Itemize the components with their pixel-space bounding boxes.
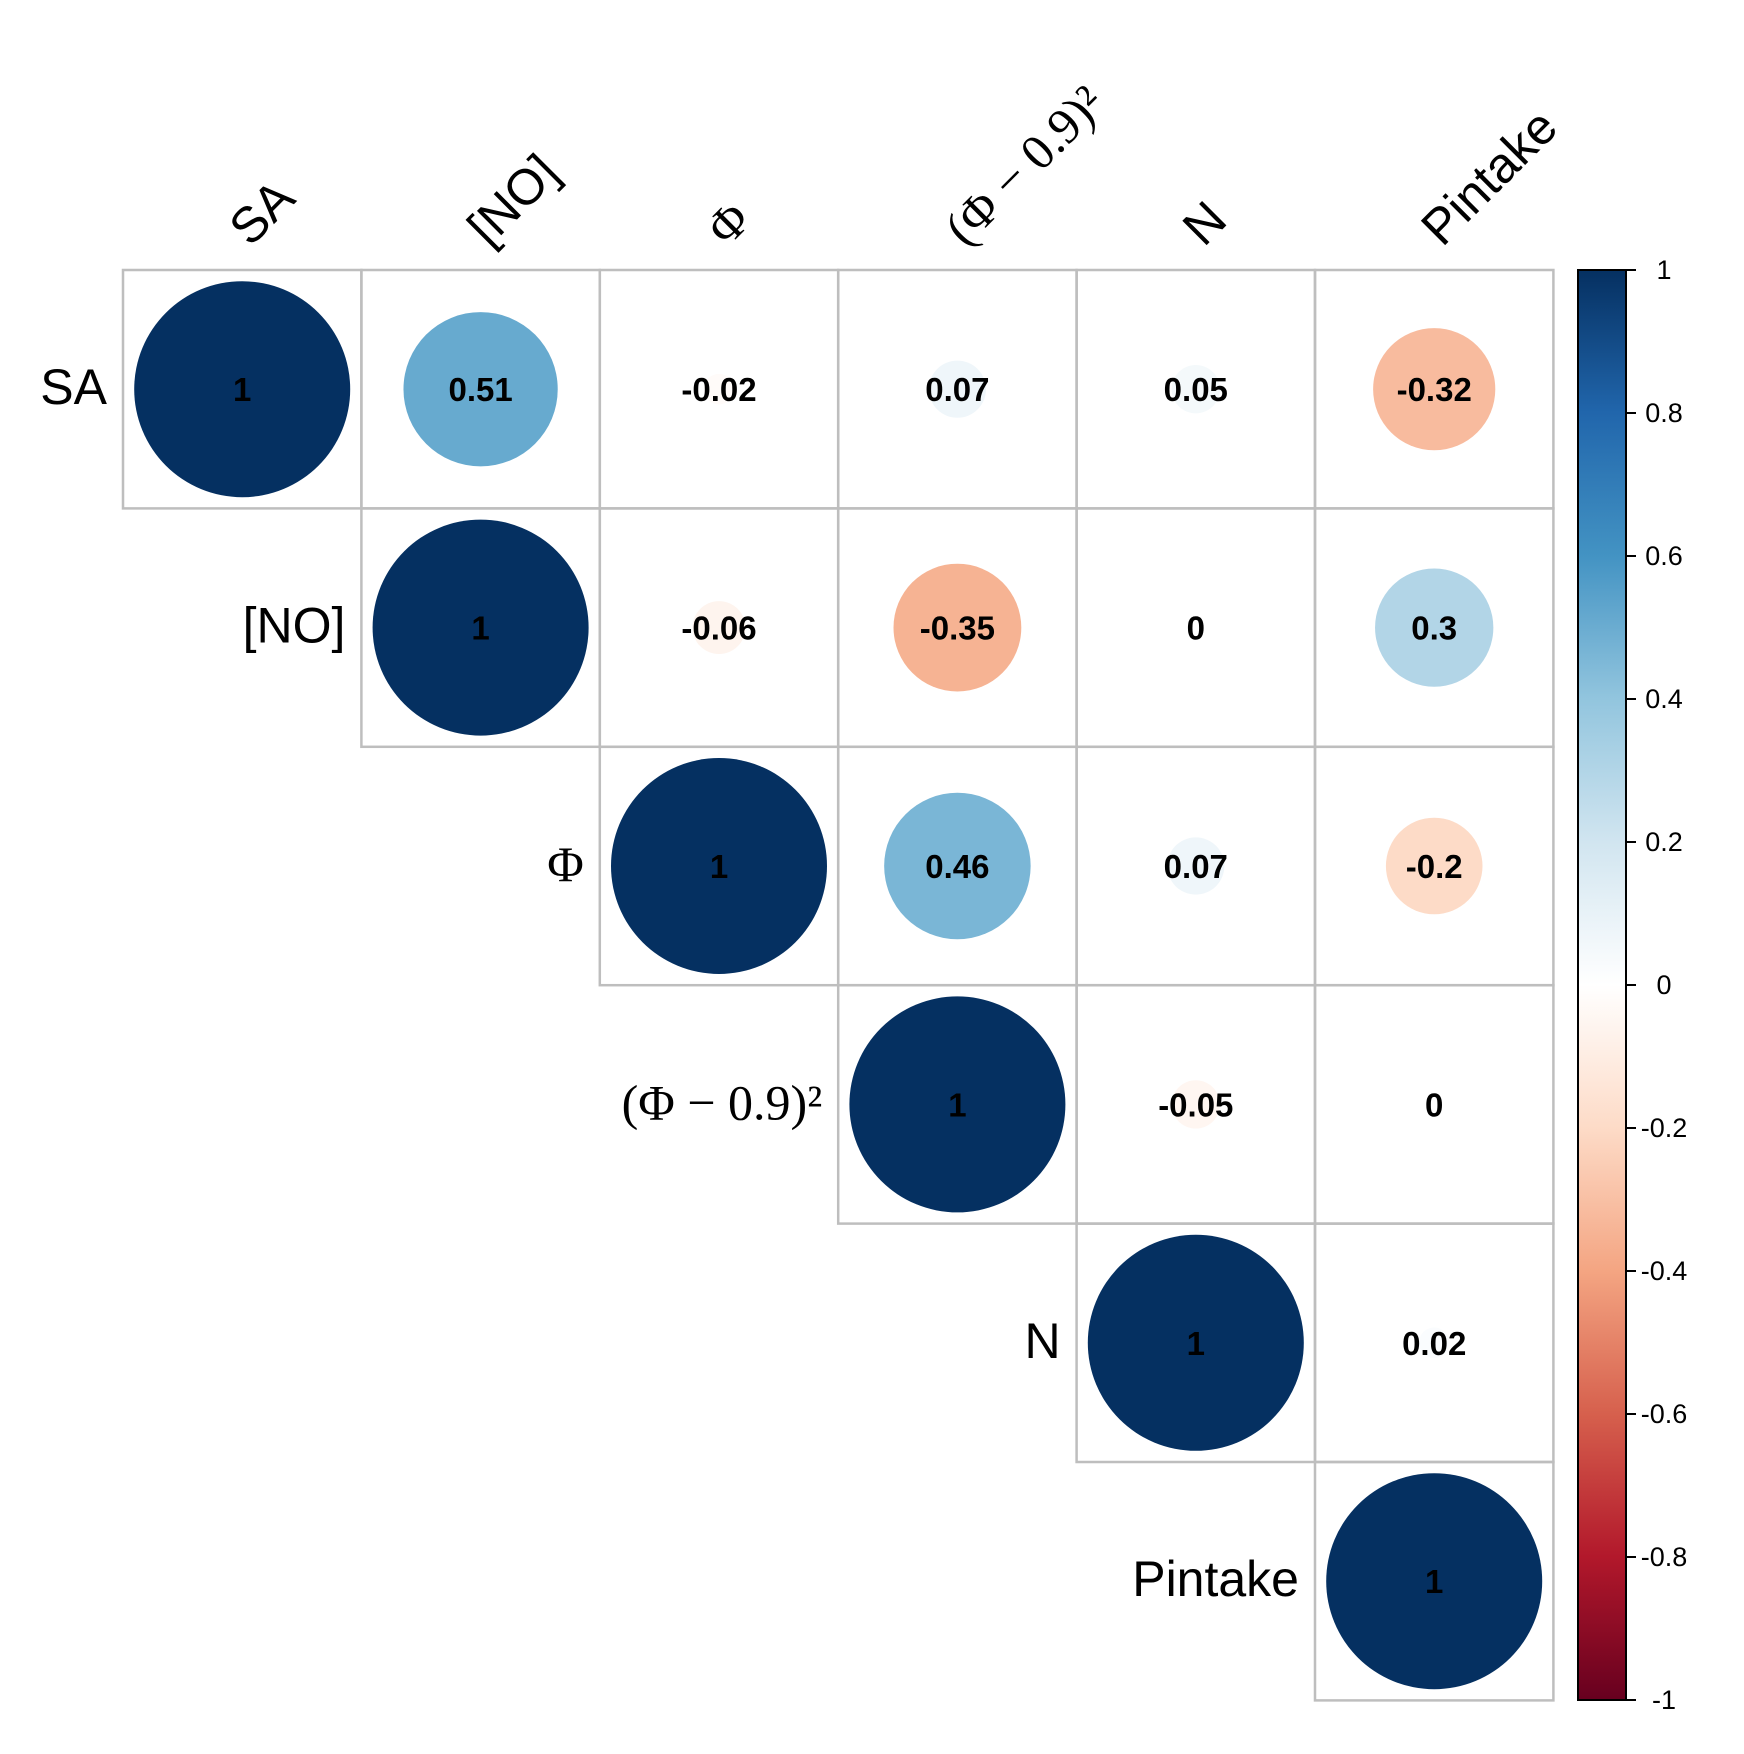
correlation-value: 0.07 <box>1164 848 1228 885</box>
correlation-value: 1 <box>948 1086 966 1123</box>
column-label: Φ <box>695 190 760 255</box>
correlation-value: 0.46 <box>925 848 989 885</box>
correlation-value: -0.05 <box>1158 1086 1233 1123</box>
row-label: [NO] <box>243 598 346 654</box>
correlation-value: -0.06 <box>681 610 756 647</box>
correlation-value: 1 <box>1187 1325 1205 1362</box>
column-label: N <box>1172 191 1237 256</box>
value-layer: 1 0.51 -0.02 0.07 0.05 -0.32 1 -0.06 -0.35 0 0.3 1 0… <box>233 371 1472 1600</box>
correlation-circle <box>1375 568 1494 687</box>
correlation-circle <box>611 758 827 974</box>
correlation-circle <box>1418 1327 1450 1359</box>
correlation-circle <box>1087 1234 1304 1451</box>
colorbar-tick-label: 1 <box>1656 255 1671 285</box>
correlation-value: 1 <box>233 371 251 408</box>
colorbar: 1 0.8 0.6 0.4 0.2 0 -0.2 -0.4 -0.6 -0.8 -1 <box>1577 255 1688 1715</box>
row-label: SA <box>40 359 107 415</box>
colorbar-tick-label: -0.6 <box>1641 1399 1688 1429</box>
grid-layer <box>121 268 1555 1702</box>
correlation-circle <box>372 519 589 736</box>
correlation-circle <box>1326 1473 1543 1690</box>
correlation-circle <box>692 601 746 655</box>
circle-layer <box>134 281 1543 1690</box>
colorbar-tick-label: 0.8 <box>1645 398 1683 428</box>
correlation-value: 0 <box>1187 610 1205 647</box>
row-label: (Φ − 0.9)² <box>622 1074 823 1130</box>
correlation-value: -0.35 <box>920 610 995 647</box>
colorbar-tick-label: -0.8 <box>1641 1542 1688 1572</box>
colorbar-tick-label: -1 <box>1652 1685 1676 1715</box>
column-label: SA <box>218 169 305 256</box>
colorbar-gradient <box>1577 269 1627 1701</box>
correlation-circle <box>134 281 351 498</box>
correlation-circle <box>1171 365 1220 414</box>
grid-cell <box>1313 1460 1555 1702</box>
correlation-value: 0.3 <box>1411 610 1457 647</box>
correlation-value: 1 <box>710 848 728 885</box>
correlation-circle <box>1385 817 1483 915</box>
colorbar-tick-label: -0.4 <box>1641 1256 1688 1286</box>
colorbar-tick-label: 0.2 <box>1645 827 1683 857</box>
column-label: [NO] <box>457 143 569 255</box>
correlation-value: 0.07 <box>925 371 989 408</box>
correlation-value: -0.02 <box>681 371 756 408</box>
correlation-value: 0 <box>1425 1086 1443 1123</box>
correlation-circle <box>1171 1080 1220 1129</box>
correlation-circle <box>403 312 558 467</box>
colorbar-tick-label: 0.6 <box>1645 541 1683 571</box>
correlation-value: 0.51 <box>448 371 512 408</box>
colorbar-tick-label: -0.2 <box>1641 1113 1688 1143</box>
row-label: Pintake <box>1132 1551 1299 1607</box>
column-label: (Φ − 0.9)² <box>934 74 1115 255</box>
row-label: Φ <box>547 836 584 892</box>
correlation-circle <box>893 563 1022 692</box>
correlation-value: 0.05 <box>1164 371 1228 408</box>
correlation-circle <box>849 996 1066 1213</box>
column-label: Pintake <box>1410 98 1568 256</box>
correlation-value: 0.02 <box>1402 1325 1466 1362</box>
correlation-circle <box>703 373 735 405</box>
colorbar-tick-label: 0 <box>1656 970 1671 1000</box>
correlation-value: 1 <box>471 610 489 647</box>
colorbar-tick-label: 0.4 <box>1645 684 1683 714</box>
row-label: N <box>1024 1313 1060 1369</box>
correlation-circle <box>1373 328 1496 451</box>
correlation-value: -0.32 <box>1397 371 1472 408</box>
correlation-value: -0.2 <box>1406 848 1463 885</box>
correlation-circle <box>1167 837 1225 895</box>
correlation-circle <box>928 360 986 418</box>
correlation-circle <box>884 792 1031 940</box>
correlation-value: 1 <box>1425 1563 1443 1600</box>
